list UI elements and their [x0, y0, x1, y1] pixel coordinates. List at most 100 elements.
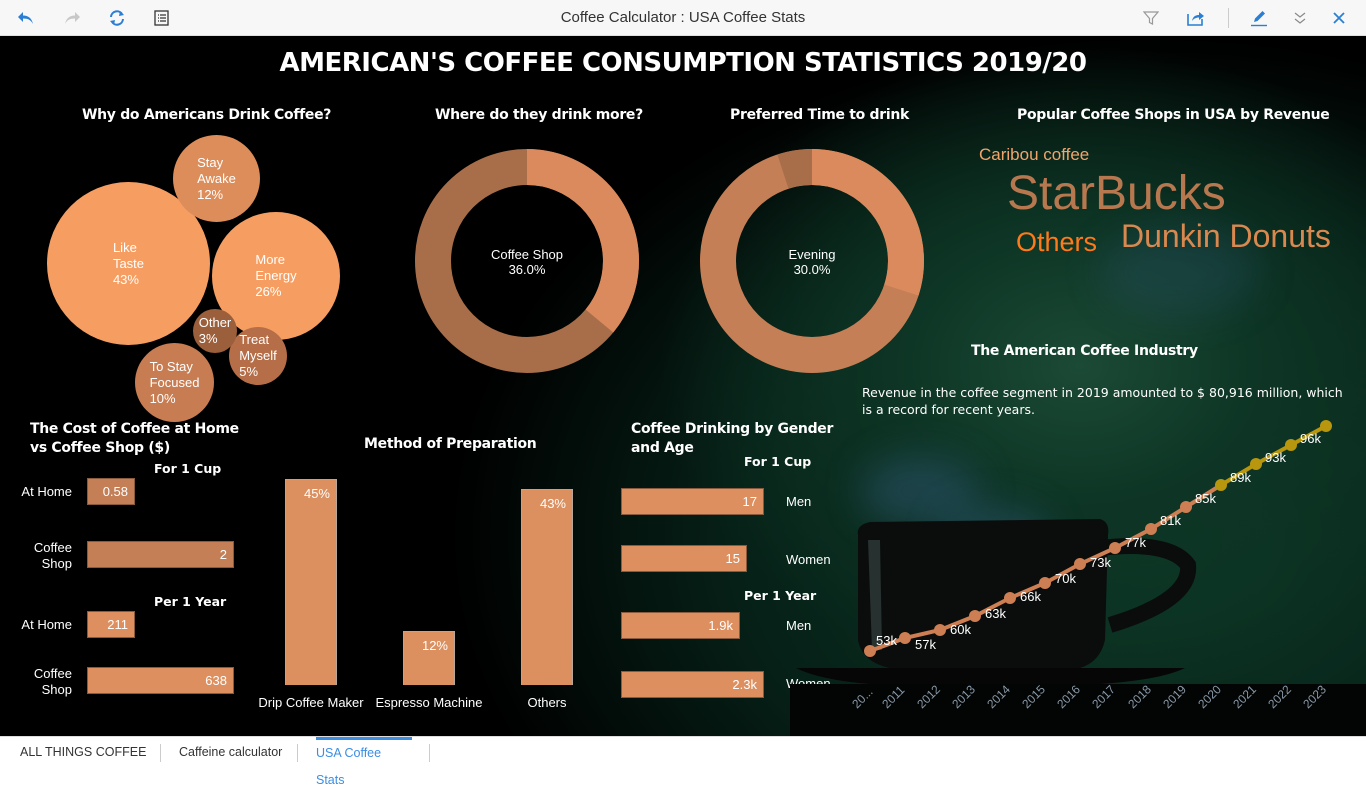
method-bar-drip[interactable]: 45%	[285, 479, 337, 685]
svg-text:57k: 57k	[915, 637, 936, 652]
cost-sub-year: Per 1 Year	[154, 594, 227, 609]
gender-bar[interactable]: 2.3k	[621, 671, 764, 698]
svg-text:63k: 63k	[985, 606, 1006, 621]
coffee-cup-illustration	[790, 519, 1366, 736]
tab-separator	[297, 744, 298, 762]
svg-text:53k: 53k	[876, 633, 897, 648]
cost-label: Coffee Shop	[33, 540, 72, 571]
bubble-stay-focused[interactable]: To Stay Focused 10%	[135, 343, 214, 422]
dashboard-title: AMERICAN'S COFFEE CONSUMPTION STATISTICS…	[279, 48, 1087, 78]
svg-text:20...: 20...	[849, 685, 875, 711]
svg-text:2021: 2021	[1230, 682, 1259, 711]
word-dunkin[interactable]: Dunkin Donuts	[1121, 218, 1331, 254]
svg-text:2020: 2020	[1195, 682, 1224, 711]
cost-bar[interactable]: 2	[87, 541, 234, 568]
where-donut-chart[interactable]	[415, 149, 639, 373]
svg-text:93k: 93k	[1265, 450, 1286, 465]
steam-decoration	[1100, 226, 1260, 316]
filter-icon[interactable]	[1141, 8, 1161, 28]
gender-label: Men	[786, 494, 812, 509]
time-chart-title: Preferred Time to drink	[730, 107, 910, 123]
gender-chart-title: Coffee Drinking by Gender and Age	[631, 421, 834, 456]
tab-all-things-coffee[interactable]: ALL THINGS COFFEE	[20, 745, 147, 759]
gender-bar[interactable]: 17	[621, 488, 764, 515]
time-donut-chart[interactable]	[700, 149, 924, 373]
svg-text:89k: 89k	[1230, 470, 1251, 485]
word-others[interactable]: Others	[1016, 227, 1098, 257]
method-bar-espresso[interactable]: 12%	[403, 631, 455, 685]
svg-text:85k: 85k	[1195, 491, 1216, 506]
cost-label: Coffee Shop	[33, 666, 72, 697]
revenue-line-chart[interactable]: 53k 57k60k63k66k70k73k77k81k85k89k93k96k …	[0, 36, 1366, 736]
cost-bar[interactable]: 638	[87, 667, 234, 694]
method-chart-title: Method of Preparation	[364, 436, 537, 452]
tab-separator	[160, 744, 161, 762]
svg-text:66k: 66k	[1020, 589, 1041, 604]
cost-label: At Home	[21, 484, 72, 499]
svg-text:2015: 2015	[1019, 682, 1048, 711]
share-icon[interactable]	[1186, 8, 1206, 28]
svg-text:2014: 2014	[984, 682, 1013, 711]
svg-text:2018: 2018	[1125, 682, 1154, 711]
bubble-treat-myself[interactable]: Treat Myself 5%	[229, 327, 287, 385]
time-center-label: Evening 30.0%	[788, 247, 836, 277]
gender-label: Men	[786, 618, 812, 633]
where-center-label: Coffee Shop 36.0%	[490, 247, 564, 277]
cost-label: At Home	[21, 617, 72, 632]
tab-separator	[429, 744, 430, 762]
toolbar-divider	[1228, 8, 1229, 28]
svg-text:73k: 73k	[1090, 555, 1111, 570]
method-bar-others[interactable]: 43%	[521, 489, 573, 685]
gender-bar[interactable]: 1.9k	[621, 612, 740, 639]
tab-usa-coffee-stats[interactable]: USA Coffee Stats	[316, 737, 412, 787]
svg-text:2012: 2012	[914, 682, 943, 711]
method-category: Espresso Machine	[375, 695, 483, 710]
gender-sub-cup: For 1 Cup	[744, 454, 812, 469]
svg-text:70k: 70k	[1055, 571, 1076, 586]
page-tabs: ALL THINGS COFFEE Caffeine calculator US…	[0, 736, 1366, 787]
bubble-like-taste[interactable]: Like Taste 43%	[47, 182, 210, 345]
gender-sub-year: Per 1 Year	[744, 588, 817, 603]
close-icon[interactable]	[1329, 8, 1349, 28]
word-starbucks[interactable]: StarBucks	[1007, 167, 1226, 220]
svg-text:96k: 96k	[1300, 431, 1321, 446]
cost-bar[interactable]: 211	[87, 611, 135, 638]
where-chart-title: Where do they drink more?	[435, 107, 643, 123]
edit-icon[interactable]	[1249, 8, 1269, 28]
tab-caffeine-calculator[interactable]: Caffeine calculator	[179, 745, 283, 759]
list-icon[interactable]	[152, 8, 172, 28]
gender-bar[interactable]: 15	[621, 545, 747, 572]
svg-text:60k: 60k	[950, 622, 971, 637]
why-chart-title: Why do Americans Drink Coffee?	[82, 107, 332, 123]
refresh-icon[interactable]	[107, 8, 127, 28]
cost-chart-title: The Cost of Coffee at Home vs Coffee Shop…	[30, 421, 239, 456]
shops-chart-title: Popular Coffee Shops in USA by Revenue	[1017, 107, 1330, 123]
window-title: Coffee Calculator : USA Coffee Stats	[560, 9, 806, 26]
redo-icon[interactable]	[62, 8, 82, 28]
word-caribou[interactable]: Caribou coffee	[979, 145, 1090, 164]
dashboard-canvas: AMERICAN'S COFFEE CONSUMPTION STATISTICS…	[0, 36, 1366, 736]
top-toolbar: Coffee Calculator : USA Coffee Stats	[0, 0, 1366, 36]
svg-text:2011: 2011	[879, 683, 907, 711]
cost-sub-cup: For 1 Cup	[154, 461, 222, 476]
steam-decoration	[860, 456, 980, 526]
svg-text:2019: 2019	[1160, 682, 1189, 711]
svg-text:77k: 77k	[1125, 535, 1146, 550]
expand-icon[interactable]	[1290, 8, 1310, 28]
svg-text:2017: 2017	[1089, 682, 1118, 711]
svg-text:2016: 2016	[1054, 682, 1083, 711]
svg-text:2013: 2013	[949, 682, 978, 711]
industry-chart-title: The American Coffee Industry	[971, 343, 1198, 359]
bubble-more-energy[interactable]: More Energy 26%	[212, 212, 340, 340]
method-category: Drip Coffee Maker	[258, 695, 364, 710]
svg-text:81k: 81k	[1160, 513, 1181, 528]
cost-bar[interactable]: 0.58	[87, 478, 135, 505]
gender-label: Women	[786, 552, 831, 567]
bubble-other[interactable]: Other 3%	[193, 309, 237, 353]
method-category: Others	[527, 695, 567, 710]
svg-text:2023: 2023	[1300, 682, 1329, 711]
undo-icon[interactable]	[16, 8, 36, 28]
svg-text:2022: 2022	[1265, 682, 1294, 711]
industry-note: Revenue in the coffee segment in 2019 am…	[862, 385, 1343, 417]
bubble-stay-awake[interactable]: Stay Awake 12%	[173, 135, 260, 222]
